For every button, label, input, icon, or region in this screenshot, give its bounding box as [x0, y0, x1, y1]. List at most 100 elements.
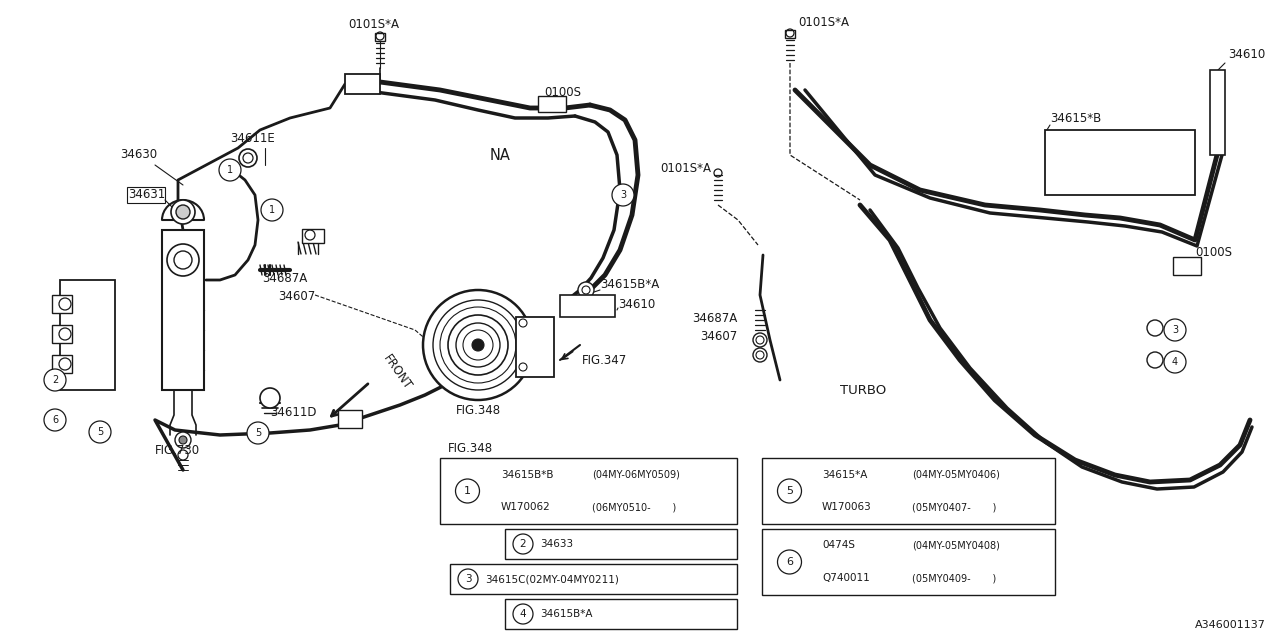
Bar [1210, 70, 1225, 155]
Text: 34687A: 34687A [692, 312, 737, 324]
Circle shape [422, 290, 532, 400]
Text: (05MY0409-       ): (05MY0409- ) [911, 573, 996, 584]
Text: FIG.347: FIG.347 [582, 353, 627, 367]
Text: (04MY-05MY0408): (04MY-05MY0408) [911, 541, 1000, 550]
Circle shape [579, 282, 594, 298]
Circle shape [1164, 351, 1187, 373]
Text: 0100S: 0100S [544, 86, 581, 99]
Text: 3: 3 [1172, 325, 1178, 335]
Circle shape [239, 149, 257, 167]
Text: FRONT: FRONT [380, 352, 413, 392]
Circle shape [90, 421, 111, 443]
Circle shape [166, 244, 198, 276]
Text: 34687A: 34687A [262, 271, 307, 285]
Text: W170062: W170062 [500, 502, 550, 513]
Text: 34615*A: 34615*A [822, 470, 868, 479]
Circle shape [456, 479, 480, 503]
Circle shape [777, 550, 801, 574]
Text: 34615B*B: 34615B*B [500, 470, 553, 479]
Text: A346001137: A346001137 [1196, 620, 1266, 630]
Bar [302, 229, 324, 243]
Circle shape [1164, 319, 1187, 341]
Text: 34611D: 34611D [270, 406, 316, 419]
Text: 34610: 34610 [1228, 49, 1265, 61]
Bar [516, 317, 554, 377]
Text: Q740011: Q740011 [822, 573, 869, 584]
Text: 3: 3 [620, 190, 626, 200]
Text: (06MY0510-       ): (06MY0510- ) [591, 502, 676, 513]
Circle shape [753, 333, 767, 347]
Circle shape [179, 436, 187, 444]
Circle shape [247, 422, 269, 444]
Bar [1172, 257, 1201, 275]
Bar [1044, 130, 1196, 195]
Text: 34615C(02MY-04MY0211): 34615C(02MY-04MY0211) [485, 574, 618, 584]
Text: 1: 1 [465, 486, 471, 496]
Text: FIG.348: FIG.348 [448, 442, 493, 454]
Text: 1: 1 [269, 205, 275, 215]
Text: 0101S*A: 0101S*A [660, 161, 710, 175]
Circle shape [1147, 352, 1164, 368]
Circle shape [612, 184, 634, 206]
Text: 34630: 34630 [120, 148, 157, 161]
Text: FIG.348: FIG.348 [456, 403, 502, 417]
Text: 1: 1 [227, 165, 233, 175]
Circle shape [448, 315, 508, 375]
Text: 34607: 34607 [700, 330, 737, 342]
Text: 3: 3 [465, 574, 471, 584]
Text: 5: 5 [786, 486, 794, 496]
Bar [52, 295, 72, 313]
Text: 34611E: 34611E [230, 131, 275, 145]
Bar [440, 458, 737, 524]
Bar [506, 529, 737, 559]
Circle shape [458, 569, 477, 589]
Text: 0101S*A: 0101S*A [797, 15, 849, 29]
Circle shape [753, 348, 767, 362]
Bar [127, 187, 165, 203]
Bar [561, 295, 614, 317]
Text: 34615*B: 34615*B [1050, 111, 1101, 125]
Circle shape [261, 199, 283, 221]
Circle shape [472, 339, 484, 351]
Text: FIG.730: FIG.730 [155, 444, 200, 456]
Text: W170063: W170063 [822, 502, 872, 513]
Text: 34607: 34607 [278, 289, 315, 303]
Text: 34631: 34631 [128, 189, 165, 202]
Text: 2: 2 [52, 375, 58, 385]
Circle shape [260, 388, 280, 408]
Circle shape [44, 409, 67, 431]
Text: 0101S*A: 0101S*A [348, 19, 399, 31]
Text: 34633: 34633 [540, 539, 573, 549]
Bar [346, 74, 380, 94]
Text: 6: 6 [786, 557, 794, 567]
Bar [163, 230, 204, 390]
Text: 6: 6 [52, 415, 58, 425]
Circle shape [219, 159, 241, 181]
Text: (04MY-05MY0406): (04MY-05MY0406) [911, 470, 1000, 479]
Circle shape [177, 205, 189, 219]
Bar [375, 33, 385, 41]
Circle shape [1147, 320, 1164, 336]
Bar [762, 529, 1055, 595]
Text: 34615B*A: 34615B*A [600, 278, 659, 291]
Text: NA: NA [490, 147, 511, 163]
Bar [60, 280, 115, 390]
Text: (05MY0407-       ): (05MY0407- ) [911, 502, 996, 513]
Text: 5: 5 [97, 427, 104, 437]
Bar [52, 325, 72, 343]
Circle shape [513, 604, 532, 624]
Circle shape [172, 200, 195, 224]
Text: 4: 4 [520, 609, 526, 619]
Bar [785, 30, 795, 38]
Text: 4: 4 [1172, 357, 1178, 367]
Bar [451, 564, 737, 594]
Text: (04MY-06MY0509): (04MY-06MY0509) [591, 470, 680, 479]
Text: TURBO: TURBO [840, 383, 886, 397]
Bar [762, 458, 1055, 524]
Text: 34610: 34610 [618, 298, 655, 312]
Bar [338, 410, 362, 428]
Bar [538, 96, 566, 112]
Bar [506, 599, 737, 629]
Text: 0100S: 0100S [1196, 246, 1231, 259]
Circle shape [44, 369, 67, 391]
